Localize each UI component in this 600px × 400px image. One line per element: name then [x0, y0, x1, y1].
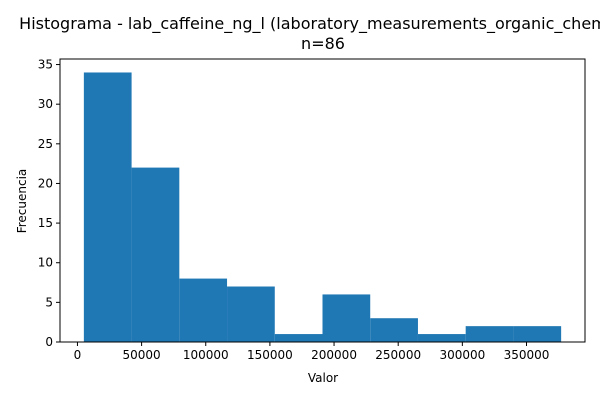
histogram-bar [83, 72, 132, 342]
histogram-bar [131, 167, 180, 342]
histogram-bar [417, 334, 466, 342]
plot-area-frame [59, 58, 586, 343]
y-tick-label: 15 [38, 216, 53, 230]
histogram-bar [465, 326, 514, 342]
y-axis-ticks: 0 5 10 15 20 25 30 35 [38, 58, 60, 349]
y-tick-label: 0 [45, 335, 53, 349]
y-tick-label: 30 [38, 97, 53, 111]
y-tick-label: 20 [38, 176, 53, 190]
histogram-bar [274, 334, 323, 342]
x-tick-label: 150000 [247, 348, 293, 362]
chart-subtitle: n=86 [301, 34, 345, 53]
histogram-bar [227, 286, 275, 342]
y-tick-label: 25 [38, 137, 53, 151]
x-tick-label: 200000 [311, 348, 357, 362]
x-axis-label: Valor [308, 371, 338, 385]
histogram-bar [370, 318, 418, 342]
histogram-bar [322, 294, 371, 342]
x-tick-label: 100000 [183, 348, 229, 362]
x-tick-label: 0 [74, 348, 82, 362]
y-tick-label: 10 [38, 256, 53, 270]
y-tick-label: 35 [38, 58, 53, 72]
x-tick-label: 350000 [504, 348, 550, 362]
x-axis-ticks: 0 50000 100000 150000 200000 250000 300000 3500… [74, 342, 550, 362]
x-tick-label: 250000 [375, 348, 421, 362]
x-tick-label: 300000 [439, 348, 485, 362]
bars-group [83, 72, 562, 342]
chart-title: Histograma - lab_caffeine_ng_l (laborato… [19, 14, 600, 34]
y-tick-label: 5 [45, 295, 53, 309]
y-axis-label: Frecuencia [15, 169, 29, 234]
histogram-bar [513, 326, 562, 342]
histogram-bar [179, 278, 228, 342]
x-tick-label: 50000 [123, 348, 161, 362]
